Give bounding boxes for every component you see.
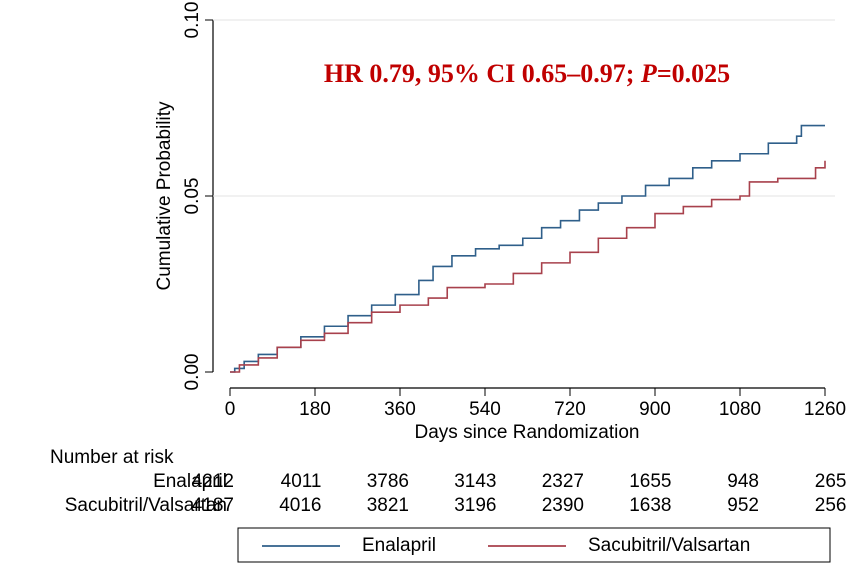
risk-value: 952 [727,495,759,516]
annotation: HR 0.79, 95% CI 0.65–0.97; P=0.025 [324,59,730,88]
x-axis-title: Days since Randomization [415,422,640,443]
risk-value: 4187 [192,495,234,516]
risk-value: 3196 [454,495,496,516]
risk-value: 3786 [367,471,409,492]
risk-value: 2390 [542,495,584,516]
x-tick-label: 0 [225,399,236,420]
risk-value: 2327 [542,471,584,492]
risk-row-label: Sacubitril/Valsartan [65,495,227,516]
y-tick-label: 0.00 [182,354,203,391]
legend-box [237,527,831,563]
survival-curve [230,160,826,373]
risk-value: 4016 [279,495,321,516]
legend-label: Sacubitril/Valsartan [588,535,750,556]
risk-value: 3143 [454,471,496,492]
legend-label: Enalapril [362,535,436,556]
y-axis-title: Cumulative Probability [154,101,175,291]
x-tick-label: 1260 [804,399,846,420]
y-tick-label: 0.05 [182,178,203,215]
annotation-text: HR 0.79, 95% CI 0.65–0.97; [324,59,641,88]
risk-title: Number at risk [50,447,174,468]
risk-value: 3821 [367,495,409,516]
risk-value: 1655 [629,471,671,492]
risk-value: 4212 [192,471,234,492]
risk-value: 4011 [281,471,322,492]
x-tick-label: 1080 [719,399,761,420]
annotation-text: P [640,59,658,88]
risk-value: 1638 [629,495,671,516]
risk-value: 265 [815,471,847,492]
risk-row-label: Enalapril [153,471,227,492]
x-tick-label: 360 [384,399,416,420]
risk-value: 948 [727,471,759,492]
y-tick-label: 0.10 [182,2,203,39]
annotation-text: =0.025 [657,59,730,88]
survival-curve [230,124,825,373]
x-tick-label: 900 [639,399,671,420]
x-tick-label: 540 [469,399,501,420]
x-tick-label: 180 [299,399,331,420]
risk-value: 256 [815,495,847,516]
x-tick-label: 720 [554,399,586,420]
